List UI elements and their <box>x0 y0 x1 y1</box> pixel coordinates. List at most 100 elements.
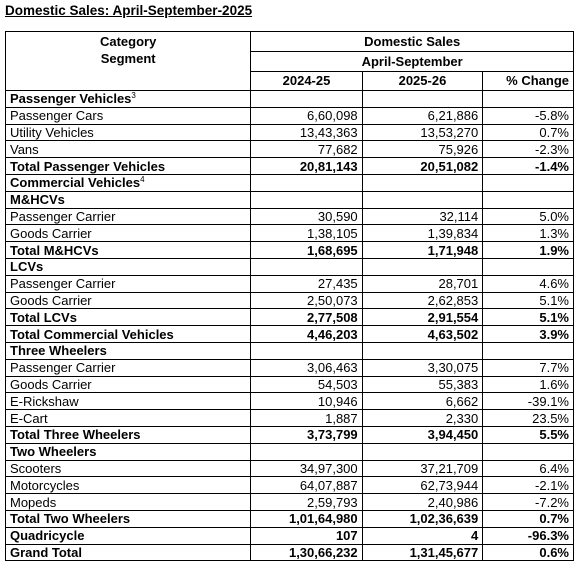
row-label-text: Scooters <box>10 460 62 476</box>
table-row: Goods Carrier 1,38,105 1,39,834 1.3% <box>4 224 574 243</box>
row-label: Commercial Vehicles4 <box>4 173 252 192</box>
row-label-text: Goods Carrier <box>10 292 92 308</box>
cell-change: 1.3% <box>482 224 574 243</box>
row-label: Total Commercial Vehicles <box>4 325 252 343</box>
cell-change: 5.1% <box>482 308 574 327</box>
cell-prev: 13,43,363 <box>250 123 363 142</box>
cell-curr: 32,114 <box>361 207 484 226</box>
table-row: Passenger Carrier 3,06,463 3,30,075 7.7% <box>4 358 574 377</box>
cell-change: 7.7% <box>482 358 574 377</box>
row-label: Passenger Carrier <box>4 358 252 377</box>
cell-change: -1.4% <box>482 157 574 175</box>
row-label-text: Total Two Wheelers <box>10 511 131 527</box>
cell-prev: 2,59,793 <box>250 493 363 511</box>
table-row: Scooters 34,97,300 37,21,709 6.4% <box>4 459 574 478</box>
section-row: Commercial Vehicles4 <box>4 173 574 192</box>
cell-prev: 1,887 <box>250 409 363 427</box>
row-label-text: Goods Carrier <box>10 376 92 392</box>
footnote-marker: 4 <box>140 175 145 185</box>
cell-change: 3.9% <box>482 325 574 343</box>
cell-change: 23.5% <box>482 409 574 427</box>
cell-prev <box>250 173 363 192</box>
cell-curr: 37,21,709 <box>361 459 484 478</box>
row-label: LCVs <box>4 257 252 276</box>
row-label-text: Motorcycles <box>10 477 80 493</box>
row-label-text: Grand Total <box>10 544 82 560</box>
table-row: Passenger Carrier 30,590 32,114 5.0% <box>4 207 574 226</box>
cell-curr: 4,63,502 <box>361 325 484 343</box>
row-label-text: M&HCVs <box>10 192 65 208</box>
cell-prev: 34,97,300 <box>250 459 363 478</box>
section-row: LCVs <box>4 257 574 276</box>
total-row: Total Three Wheelers 3,73,799 3,94,450 5.5% <box>4 425 574 444</box>
row-label: Total LCVs <box>4 308 252 327</box>
section-row: Two Wheelers <box>4 442 574 461</box>
cell-prev: 4,46,203 <box>250 325 363 343</box>
row-label-text: Passenger Carrier <box>10 276 116 292</box>
cell-prev <box>250 442 363 461</box>
row-label-text: Utility Vehicles <box>10 124 94 140</box>
cell-change <box>482 257 574 276</box>
cell-prev: 3,73,799 <box>250 425 363 444</box>
cell-curr: 2,62,853 <box>361 291 484 310</box>
cell-change <box>482 173 574 192</box>
cell-change: -7.2% <box>482 493 574 511</box>
cell-curr: 3,94,450 <box>361 425 484 444</box>
header-segment: Segment <box>4 51 252 72</box>
row-label: Goods Carrier <box>4 224 252 243</box>
row-label-text: Total Passenger Vehicles <box>10 158 166 174</box>
row-label: M&HCVs <box>4 190 252 209</box>
cell-curr: 13,53,270 <box>361 123 484 142</box>
row-label-text: Total M&HCVs <box>10 242 99 258</box>
cell-prev: 54,503 <box>250 375 363 394</box>
cell-prev: 3,06,463 <box>250 358 363 377</box>
row-label-text: Two Wheelers <box>10 444 97 460</box>
cell-prev <box>250 341 363 360</box>
table-row: Utility Vehicles 13,43,363 13,53,270 0.7% <box>4 123 574 142</box>
row-label-text: E-Rickshaw <box>10 393 79 409</box>
cell-change: 6.4% <box>482 459 574 478</box>
total-row: Total Passenger Vehicles 20,81,143 20,51,0… <box>4 157 574 175</box>
cell-prev: 10,946 <box>250 392 363 411</box>
table-row: Mopeds 2,59,793 2,40,986 -7.2% <box>4 493 574 511</box>
cell-change: 1.9% <box>482 241 574 259</box>
table-row: E-Cart 1,887 2,330 23.5% <box>4 409 574 427</box>
cell-curr: 2,330 <box>361 409 484 427</box>
row-label-text: E-Cart <box>10 410 48 426</box>
section-row: Passenger Vehicles3 <box>4 90 574 108</box>
row-label: Passenger Cars <box>4 106 252 125</box>
cell-prev: 30,590 <box>250 207 363 226</box>
cell-curr <box>361 173 484 192</box>
footnote-marker: 3 <box>131 91 136 101</box>
cell-curr: 1,39,834 <box>361 224 484 243</box>
row-label-text: Goods Carrier <box>10 225 92 241</box>
cell-curr <box>361 341 484 360</box>
row-label: Quadricycle <box>4 526 252 545</box>
section-row: Three Wheelers <box>4 341 574 360</box>
row-label: Utility Vehicles <box>4 123 252 142</box>
cell-prev: 1,01,64,980 <box>250 509 363 528</box>
cell-curr: 2,91,554 <box>361 308 484 327</box>
header-domestic-sales: Domestic Sales <box>250 31 574 52</box>
row-label: Passenger Vehicles3 <box>4 90 252 108</box>
cell-change: 1.6% <box>482 375 574 394</box>
cell-curr: 75,926 <box>361 140 484 159</box>
row-label: Goods Carrier <box>4 291 252 310</box>
row-label: Passenger Carrier <box>4 274 252 293</box>
section-row: M&HCVs <box>4 190 574 209</box>
header-change: % Change <box>482 71 574 91</box>
row-label: Two Wheelers <box>4 442 252 461</box>
cell-change <box>482 90 574 108</box>
header-row-1: Category Domestic Sales <box>4 31 574 52</box>
row-label-text: Total Commercial Vehicles <box>10 326 174 342</box>
cell-curr <box>361 442 484 461</box>
cell-change <box>482 190 574 209</box>
row-label: Goods Carrier <box>4 375 252 394</box>
total-row: Total Two Wheelers 1,01,64,980 1,02,36,639… <box>4 509 574 528</box>
cell-curr: 6,662 <box>361 392 484 411</box>
table-row: Passenger Cars 6,60,098 6,21,886 -5.8% <box>4 106 574 125</box>
cell-curr: 62,73,944 <box>361 476 484 495</box>
row-label: Three Wheelers <box>4 341 252 360</box>
row-label-text: Total Three Wheelers <box>10 427 141 443</box>
total-row: Total LCVs 2,77,508 2,91,554 5.1% <box>4 308 574 327</box>
